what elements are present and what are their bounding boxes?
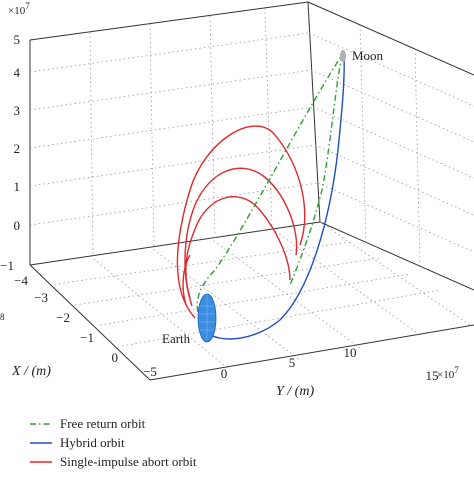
y-tick-label: −5 [143, 364, 157, 379]
y-tick-label: 5 [289, 355, 296, 370]
moon-label: Moon [352, 48, 384, 63]
z-tick-label: 3 [14, 103, 21, 118]
earth-mesh [199, 295, 215, 341]
x-tick-label: −2 [56, 310, 70, 325]
y-exponent: ×107 [437, 365, 459, 381]
z-tick-labels: 5 4 3 2 1 0 −1 [0, 32, 20, 273]
legend: Free return orbit Hybrid orbit Single-im… [30, 416, 197, 469]
legend-label: Hybrid orbit [60, 435, 125, 450]
y-tick-label: 15 [426, 368, 439, 383]
z-tick-label: 0 [14, 218, 21, 233]
bodies [197, 50, 346, 343]
x-axis-line [29, 264, 151, 381]
front-axes [29, 264, 474, 381]
earth-label: Earth [162, 331, 191, 346]
x-tick-label: −4 [14, 273, 28, 288]
y-tick-labels: −5 0 5 10 15 [143, 345, 438, 383]
z-tick-label: 4 [14, 65, 21, 80]
y-tick-label: 0 [221, 366, 228, 381]
x-tick-label: −1 [80, 330, 94, 345]
abort-orbit-outer [176, 125, 306, 319]
back-walls [29, 1, 474, 291]
abort-orbit-stub [182, 254, 191, 306]
wall-edge [307, 1, 321, 223]
x-tick-label: −3 [34, 290, 48, 305]
x-axis-title: X / (m) [11, 364, 51, 379]
abort-orbit-middle [184, 167, 298, 307]
legend-label: Free return orbit [60, 416, 146, 431]
hybrid-orbit [199, 54, 345, 340]
y-axis-title: Y / (m) [276, 384, 314, 399]
y-tick-label: 10 [344, 345, 357, 360]
wall-edge [29, 221, 321, 266]
moon-marker [340, 50, 346, 62]
z-exponent: ×107 [8, 1, 30, 17]
free-return-orbit [196, 54, 343, 313]
x-tick-label: 0 [112, 350, 119, 365]
wall-edge [307, 1, 474, 76]
abort-orbit-inner [185, 196, 291, 299]
z-tick-label: 2 [14, 141, 21, 156]
y-axis-line [149, 324, 474, 381]
x-exponent-fragment: 8 [0, 312, 5, 322]
z-tick-label: 5 [14, 32, 21, 47]
x-tick-labels: −4 −3 −2 −1 0 [14, 273, 118, 365]
z-tick-label: 1 [14, 179, 21, 194]
wall-edge [29, 1, 309, 41]
grid-lines [29, 7, 474, 381]
legend-label: Single-impulse abort orbit [60, 454, 197, 469]
wall-edge [319, 221, 474, 291]
z-tick-label: −1 [0, 258, 14, 273]
trajectories [176, 54, 345, 340]
